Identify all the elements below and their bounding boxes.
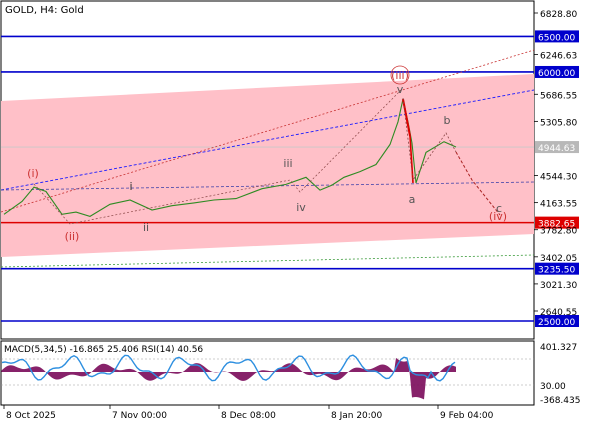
wave-label: (ii)	[65, 230, 80, 243]
level-tag	[535, 315, 579, 327]
y-tick-label: 5686.55	[540, 91, 577, 101]
y-tick-label: 3782.80	[540, 227, 577, 237]
wave-label: c	[496, 202, 502, 215]
level-tag	[535, 65, 579, 78]
support-line-dashed	[0, 181, 535, 191]
y-tick-label: 3402.05	[540, 254, 577, 264]
chart-title: GOLD, H4: Gold	[5, 5, 84, 16]
forecast-path	[455, 151, 501, 216]
wave-abc-connector	[402, 97, 457, 182]
y-tick-label: 5305.80	[540, 118, 577, 128]
wave-label: iii	[283, 157, 292, 170]
wave-label: b	[444, 114, 451, 127]
trend-line-green	[0, 254, 535, 268]
level-tag	[535, 30, 579, 43]
current-price-label: 4944.63	[538, 144, 575, 154]
current-price-tag	[535, 141, 579, 154]
macd-y-tick-label: 401.327	[540, 343, 577, 353]
level-tag-label: 2500.00	[538, 318, 575, 328]
red-candle-drop	[402, 98, 411, 137]
x-tick-label: 8 Jan 20:00	[331, 411, 383, 421]
rsi-line	[1, 354, 456, 382]
level-tag-label: 6000.00	[538, 69, 575, 79]
macd-panel-label: MACD(5,34,5) -16.865 25.406 RSI(14) 40.5…	[4, 345, 203, 355]
level-tag	[535, 216, 579, 229]
level-tag-label: 3235.50	[538, 266, 575, 276]
wave-label: a	[409, 193, 416, 206]
y-tick-label: 3021.30	[540, 281, 577, 291]
wave-label: v	[397, 83, 404, 96]
x-tick-label: 8 Dec 08:00	[221, 411, 276, 421]
wave-iii-circle	[390, 65, 410, 85]
y-tick-label: 4163.55	[540, 200, 577, 210]
wave-label: (i)	[27, 167, 39, 180]
level-tag-label: 3882.65	[538, 220, 575, 230]
trend-line-blue	[0, 89, 535, 191]
wave-label: i	[129, 180, 132, 193]
wave-label: iv	[296, 201, 306, 214]
macd-y-tick-label: -368.435	[540, 396, 580, 406]
macd-y-tick-label: 30.00	[540, 382, 566, 392]
x-tick-label: 8 Oct 2025	[6, 411, 56, 421]
level-tag-label: 6500.00	[538, 33, 575, 43]
wave-label: (iii)	[391, 69, 409, 82]
y-tick-label: 4544.30	[540, 173, 577, 183]
wave-label: (iv)	[489, 210, 507, 223]
price-channel	[1, 74, 534, 257]
y-tick-label: 6828.80	[540, 10, 577, 20]
x-tick-label: 9 Feb 04:00	[440, 411, 494, 421]
wave-label: ii	[143, 221, 149, 234]
y-tick-label: 2640.55	[540, 308, 577, 318]
x-tick-label: 7 Nov 00:00	[112, 411, 167, 421]
y-tick-label: 6246.63	[540, 51, 577, 61]
level-tag	[535, 262, 579, 275]
trend-line-red	[0, 49, 535, 213]
